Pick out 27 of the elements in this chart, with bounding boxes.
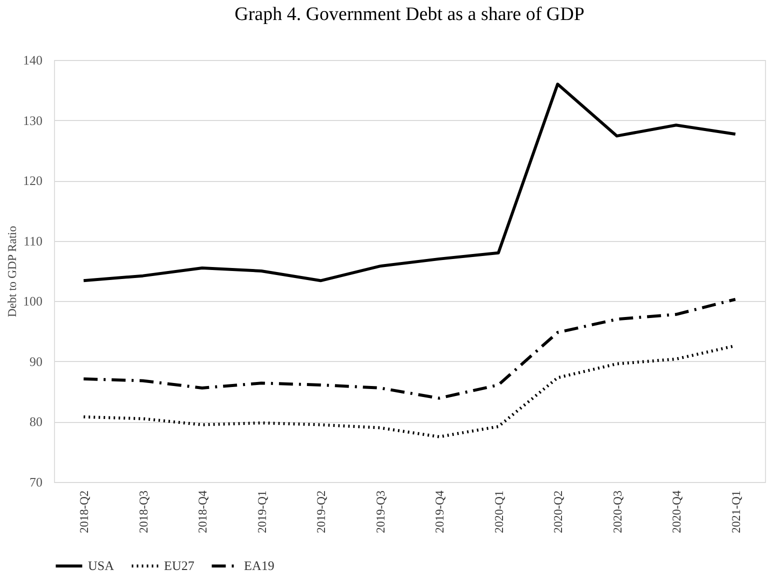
legend-label: EA19 xyxy=(244,558,274,573)
y-tick-label: 110 xyxy=(23,233,42,248)
y-tick-label: 120 xyxy=(23,173,42,188)
x-tick-label: 2020-Q4 xyxy=(670,490,684,534)
x-tick-label: 2020-Q3 xyxy=(610,490,624,534)
y-tick-label: 80 xyxy=(30,414,42,430)
line-series xyxy=(82,298,737,400)
x-tick-label: 2018-Q3 xyxy=(136,490,150,534)
x-tick-label: 2018-Q4 xyxy=(196,490,210,534)
y-axis-title: Debt to GDP Ratio xyxy=(5,226,19,318)
x-tick-label: 2021-Q1 xyxy=(728,490,743,534)
legend-label: EU27 xyxy=(164,558,195,573)
y-tick-label: 100 xyxy=(23,294,42,309)
x-tick-label: 2020-Q1 xyxy=(492,490,506,534)
x-tick-label: 2018-Q2 xyxy=(77,490,92,534)
y-tick-label: 140 xyxy=(23,52,42,68)
y-tick-label: 70 xyxy=(30,474,42,490)
x-tick-label: 2019-Q2 xyxy=(314,490,328,534)
x-tick-label: 2019-Q4 xyxy=(432,490,447,534)
legend-label: USA xyxy=(88,558,115,573)
y-tick-label: 130 xyxy=(23,112,42,128)
y-tick-label: 90 xyxy=(30,354,42,369)
x-tick-label: 2019-Q3 xyxy=(373,490,388,534)
x-tick-label: 2019-Q1 xyxy=(254,490,269,534)
chart-title: Graph 4. Government Debt as a share of GDP xyxy=(234,4,584,25)
x-tick-label: 2020-Q2 xyxy=(551,490,566,534)
line-series xyxy=(82,82,737,282)
